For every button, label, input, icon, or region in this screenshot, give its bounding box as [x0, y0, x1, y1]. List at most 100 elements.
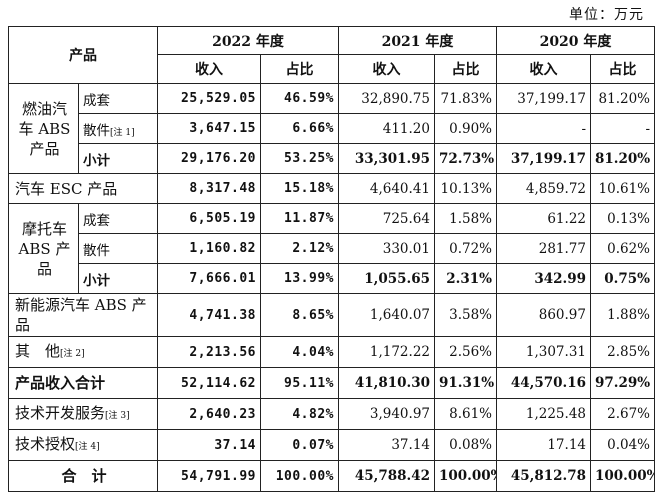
- cell-share-2020: 81.20%: [590, 143, 655, 174]
- cell-revenue-2022: 3,647.15: [157, 113, 261, 144]
- cell-revenue-2022: 52,114.62: [157, 367, 261, 399]
- cell-revenue-2022: 2,640.23: [157, 398, 261, 430]
- cell-share-2021: 100.00%: [434, 460, 497, 492]
- header-share-2022: 占比: [260, 54, 339, 84]
- header-2021: 2021 年度: [338, 26, 497, 55]
- cell-revenue-2021: 41,810.30: [338, 367, 435, 399]
- table-row: 产品收入合计 52,114.62 95.11% 41,810.30 91.31%…: [8, 367, 655, 399]
- table-row: 摩托车 ABS 产品 成套 6,505.19 11.87% 725.64 1.5…: [8, 203, 655, 294]
- cell-share-2022: 4.82%: [260, 398, 339, 430]
- cell-share-2022: 4.04%: [260, 336, 339, 368]
- cell-revenue-2021: 411.20: [338, 113, 435, 144]
- cell-revenue-2020: 4,859.72: [496, 173, 591, 204]
- category-car-abs: 燃油汽车 ABS 产品: [8, 83, 79, 174]
- cell-revenue-2021: 33,301.95: [338, 143, 435, 174]
- category-moto-abs: 摩托车 ABS 产品: [8, 203, 79, 294]
- unit-note: 单位：万元: [569, 7, 644, 23]
- cell-revenue-2022: 8,317.48: [157, 173, 261, 204]
- cell-revenue-2020: 17.14: [496, 429, 591, 461]
- cell-revenue-2020: 860.97: [496, 293, 591, 337]
- header-2022: 2022 年度: [157, 26, 339, 55]
- table-row: 燃油汽车 ABS 产品 成套 25,529.05 46.59% 32,890.7…: [8, 83, 655, 174]
- cell-share-2022: 46.59%: [260, 83, 339, 114]
- cell-share-2020: 100.00%: [590, 460, 655, 492]
- row-label: 小计: [78, 263, 158, 294]
- cell-share-2022: 2.12%: [260, 233, 339, 264]
- header-share-2021: 占比: [434, 54, 497, 84]
- cell-revenue-2022: 29,176.20: [157, 143, 261, 174]
- cell-share-2021: 0.08%: [434, 429, 497, 461]
- row-label-text: 散件: [83, 122, 110, 139]
- cell-share-2020: 0.13%: [590, 203, 655, 234]
- cell-share-2021: 72.73%: [434, 143, 497, 174]
- cell-share-2022: 100.00%: [260, 460, 339, 492]
- header-2020: 2020 年度: [496, 26, 655, 55]
- cell-share-2022: 13.99%: [260, 263, 339, 294]
- header-row-years: 产品 2022 年度 2021 年度 2020 年度: [8, 26, 655, 84]
- row-label: 散件[注 1]: [78, 113, 158, 144]
- cell-revenue-2020: 1,307.31: [496, 336, 591, 368]
- header-revenue-2022: 收入: [157, 54, 261, 84]
- table-row: 散件[注 1] 3,647.15 6.66% 411.20 0.90% - -: [9, 113, 655, 144]
- table-row: 新能源汽车 ABS 产品 4,741.38 8.65% 1,640.07 3.5…: [8, 293, 655, 337]
- row-label: 技术开发服务[注 3]: [8, 398, 158, 430]
- row-label: 其 他[注 2]: [8, 336, 158, 368]
- cell-revenue-2020: -: [496, 113, 591, 144]
- cell-revenue-2020: 45,812.78: [496, 460, 591, 492]
- cell-share-2021: 0.90%: [434, 113, 497, 144]
- table-row: 合 计 54,791.99 100.00% 45,788.42 100.00% …: [8, 460, 655, 492]
- row-label-text: 其 他: [15, 341, 61, 360]
- cell-revenue-2020: 281.77: [496, 233, 591, 264]
- cell-share-2020: 10.61%: [590, 173, 655, 204]
- footnote-ref: [注 1]: [110, 127, 135, 138]
- table-row: 小计 29,176.20 53.25% 33,301.95 72.73% 37,…: [9, 143, 655, 174]
- cell-share-2021: 3.58%: [434, 293, 497, 337]
- row-label: 散件: [78, 233, 158, 264]
- header-product: 产品: [8, 26, 158, 84]
- cell-share-2021: 91.31%: [434, 367, 497, 399]
- cell-share-2022: 15.18%: [260, 173, 339, 204]
- row-label-text: 技术开发服务: [15, 403, 106, 422]
- cell-share-2022: 95.11%: [260, 367, 339, 399]
- cell-share-2020: 0.04%: [590, 429, 655, 461]
- cell-revenue-2022: 37.14: [157, 429, 261, 461]
- header-revenue-2020: 收入: [496, 54, 591, 84]
- row-label: 产品收入合计: [8, 367, 158, 399]
- table-row: 汽车 ESC 产品 8,317.48 15.18% 4,640.41 10.13…: [8, 173, 655, 204]
- cell-revenue-2021: 725.64: [338, 203, 435, 234]
- cell-share-2022: 6.66%: [260, 113, 339, 144]
- cell-share-2021: 2.31%: [434, 263, 497, 294]
- cell-revenue-2021: 32,890.75: [338, 83, 435, 114]
- row-label: 成套: [78, 203, 158, 234]
- cell-revenue-2022: 4,741.38: [157, 293, 261, 337]
- cell-share-2020: 0.75%: [590, 263, 655, 294]
- cell-share-2020: 81.20%: [590, 83, 655, 114]
- cell-share-2020: 2.85%: [590, 336, 655, 368]
- row-label: 小计: [78, 143, 158, 174]
- cell-revenue-2020: 37,199.17: [496, 83, 591, 114]
- cell-revenue-2022: 1,160.82: [157, 233, 261, 264]
- header-row-metrics: 收入 占比 收入 占比 收入 占比: [9, 54, 655, 84]
- cell-share-2021: 10.13%: [434, 173, 497, 204]
- row-label: 汽车 ESC 产品: [8, 173, 158, 204]
- footnote-ref: [注 4]: [75, 441, 100, 452]
- cell-revenue-2021: 45,788.42: [338, 460, 435, 492]
- cell-share-2022: 8.65%: [260, 293, 339, 337]
- cell-share-2021: 2.56%: [434, 336, 497, 368]
- cell-revenue-2022: 7,666.01: [157, 263, 261, 294]
- cell-share-2020: 2.67%: [590, 398, 655, 430]
- cell-revenue-2020: 37,199.17: [496, 143, 591, 174]
- cell-share-2020: -: [590, 113, 655, 144]
- cell-revenue-2020: 342.99: [496, 263, 591, 294]
- cell-revenue-2020: 1,225.48: [496, 398, 591, 430]
- row-label: 合 计: [8, 460, 158, 492]
- cell-revenue-2020: 44,570.16: [496, 367, 591, 399]
- cell-revenue-2022: 25,529.05: [157, 83, 261, 114]
- cell-share-2020: 0.62%: [590, 233, 655, 264]
- cell-revenue-2022: 2,213.56: [157, 336, 261, 368]
- revenue-table: 产品 2022 年度 2021 年度 2020 年度 收入 占比 收入 占比 收…: [8, 26, 655, 492]
- table-row: 小计 7,666.01 13.99% 1,055.65 2.31% 342.99…: [9, 263, 655, 294]
- table-row: 散件 1,160.82 2.12% 330.01 0.72% 281.77 0.…: [9, 233, 655, 264]
- cell-share-2022: 0.07%: [260, 429, 339, 461]
- cell-share-2020: 1.88%: [590, 293, 655, 337]
